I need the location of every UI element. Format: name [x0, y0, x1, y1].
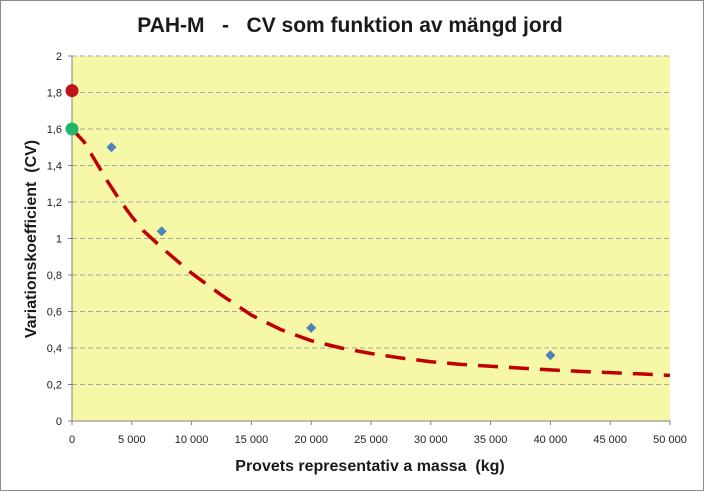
red-point-0	[65, 84, 79, 98]
x-tick-label-8: 40 000	[534, 434, 568, 446]
green-point-0	[65, 122, 79, 136]
y-axis-label: Variationskoefficient (CV)	[23, 140, 40, 338]
y-tick-label-7: 1,4	[47, 161, 62, 173]
fit-curve-line	[70, 127, 671, 378]
y-tick-label-4: 0,8	[47, 270, 62, 282]
diamond-point-0	[106, 142, 117, 153]
data-marks	[65, 84, 671, 378]
axes	[68, 55, 671, 425]
y-tick-label-6: 1,2	[47, 197, 62, 209]
tick-labels: 0 0,2 0,4 0,6 0,8 1 1,2 1,4 1,6 1,8 2 0 5 000 10 000 1…	[47, 51, 687, 446]
x-tick-label-2: 10 000	[175, 434, 209, 446]
diamond-point-3	[545, 350, 556, 361]
x-tick-label-6: 30 000	[414, 434, 448, 446]
y-tick-label-9: 1,8	[47, 88, 62, 100]
x-tick-label-9: 45 000	[593, 434, 627, 446]
x-tick-label-7: 35 000	[474, 434, 508, 446]
y-tick-label-2: 0,4	[47, 343, 62, 355]
x-tick-label-0: 0	[69, 434, 75, 446]
x-tick-label-4: 20 000	[294, 434, 328, 446]
y-tick-label-5: 1	[56, 234, 62, 246]
chart-title: PAH-M - CV som funktion av mängd jord	[137, 14, 562, 37]
x-tick-label-10: 50 000	[653, 434, 687, 446]
x-tick-label-1: 5 000	[118, 434, 146, 446]
y-tick-label-3: 0,6	[47, 307, 62, 319]
y-tick-label-1: 0,2	[47, 380, 62, 392]
y-tick-label-8: 1,6	[47, 124, 62, 136]
y-tick-label-0: 0	[56, 416, 62, 428]
x-axis-label: Provets representativ a massa (kg)	[235, 458, 504, 475]
x-tick-label-5: 25 000	[354, 434, 388, 446]
x-tick-label-3: 15 000	[235, 434, 269, 446]
gridlines	[72, 55, 670, 385]
diamond-point-1	[156, 226, 167, 237]
y-tick-label-10: 2	[56, 51, 62, 63]
diamond-point-2	[306, 322, 317, 333]
